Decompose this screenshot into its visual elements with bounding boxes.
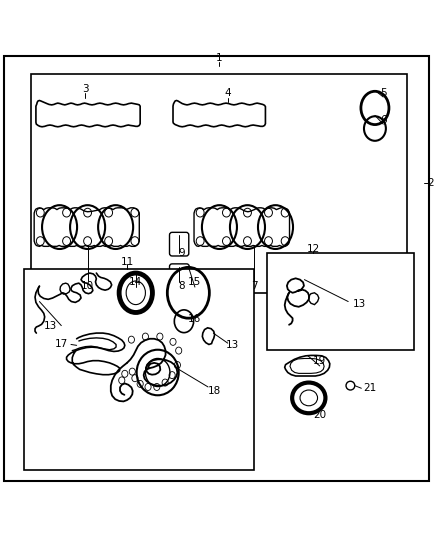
Text: 2: 2 [427,178,434,188]
Text: 6: 6 [380,115,387,125]
Text: 19: 19 [313,356,326,366]
Text: 13: 13 [353,298,366,309]
Text: 9: 9 [178,248,185,259]
Text: 17: 17 [55,340,68,350]
Text: 12: 12 [307,244,320,254]
Text: 20: 20 [313,410,326,421]
Text: 21: 21 [364,383,377,393]
FancyBboxPatch shape [170,232,189,256]
Text: 14: 14 [129,277,142,287]
Text: 16: 16 [188,314,201,324]
Text: 7: 7 [251,281,258,291]
Text: 3: 3 [82,84,89,94]
Text: 1: 1 [215,53,223,63]
Text: 18: 18 [208,386,221,397]
Text: 15: 15 [188,277,201,287]
Text: 13: 13 [226,341,239,350]
Text: 13: 13 [44,321,57,330]
FancyBboxPatch shape [170,264,189,285]
Text: 11: 11 [120,257,134,267]
Text: 5: 5 [380,87,387,98]
Text: 10: 10 [81,281,94,291]
Bar [267,253,414,350]
Bar [24,269,254,470]
Text: 8: 8 [178,281,185,291]
Text: 4: 4 [224,88,231,99]
Bar [31,74,407,293]
